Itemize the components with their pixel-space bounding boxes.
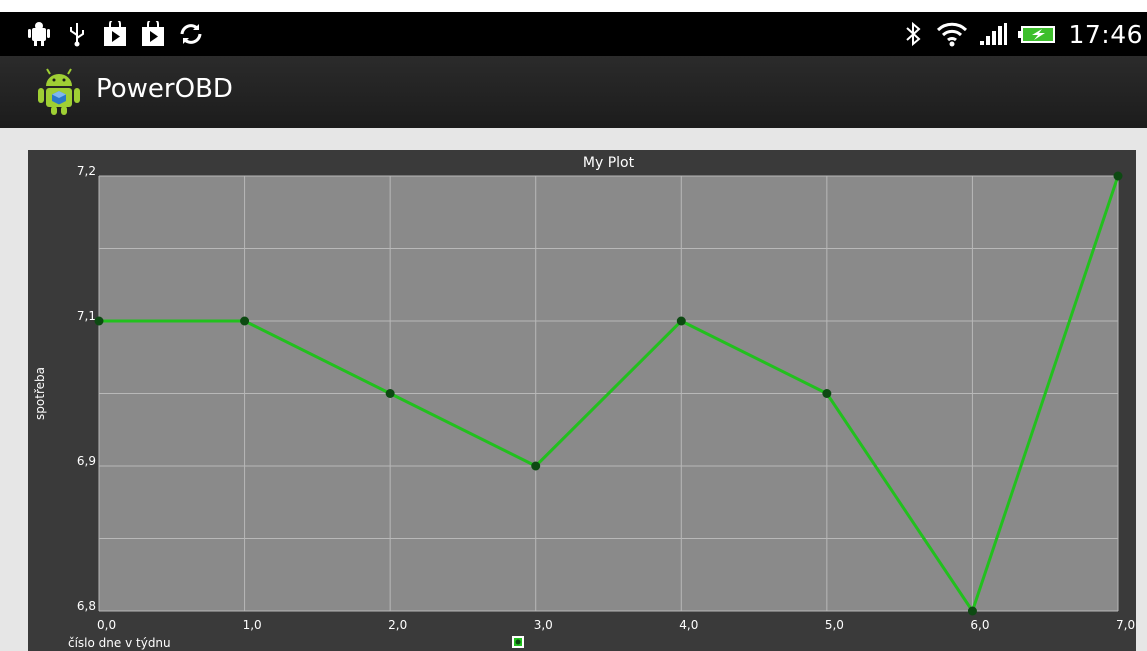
clock: 17:46	[1068, 19, 1143, 49]
data-point	[385, 389, 395, 398]
x-tick-label: 3,0	[534, 618, 553, 632]
legend	[512, 636, 524, 648]
y-tick-label: 7,2	[77, 164, 96, 178]
bluetooth-icon	[900, 21, 926, 47]
android-robot-icon[interactable]	[36, 68, 82, 116]
legend-marker	[515, 639, 521, 645]
data-point	[531, 461, 541, 471]
sync-icon	[178, 21, 204, 47]
signal-icon	[978, 21, 1008, 47]
y-axis-label: spotřeba	[33, 367, 47, 420]
system-icons: 17:46	[900, 12, 1143, 56]
play-store-icon	[102, 21, 128, 47]
series	[94, 171, 1123, 616]
x-tick-label: 1,0	[243, 618, 262, 632]
status-bar: 17:46	[0, 12, 1147, 56]
data-point	[240, 316, 250, 326]
chart-title: My Plot	[583, 155, 635, 171]
line-chart: My Plot spotřeba číslo dne v týdnu 0,0 1,…	[33, 155, 1135, 650]
play-store-icon	[140, 21, 166, 47]
wifi-icon	[936, 21, 968, 47]
series-line	[99, 175, 1120, 613]
data-point	[967, 606, 977, 616]
x-tick-label: 4,0	[679, 618, 698, 632]
x-tick-label: 6,0	[970, 618, 989, 632]
action-bar: PowerOBD	[0, 56, 1147, 128]
app-title: PowerOBD	[96, 74, 233, 104]
x-tick-label: 0,0	[97, 618, 116, 632]
y-tick-label: 7,1	[77, 309, 96, 323]
y-tick-label: 6,9	[77, 454, 96, 468]
data-point	[94, 316, 104, 326]
x-tick-label: 2,0	[388, 618, 407, 632]
data-point	[822, 389, 832, 398]
grid	[98, 175, 1119, 612]
battery-charging-icon	[1018, 21, 1058, 47]
data-point	[676, 316, 686, 326]
android-debug-icon	[26, 21, 52, 47]
x-axis-label: číslo dne v týdnu	[68, 636, 171, 650]
plot-widget[interactable]: My Plot spotřeba číslo dne v týdnu 0,0 1,…	[28, 150, 1136, 651]
notification-icons	[26, 12, 204, 56]
usb-icon	[64, 21, 90, 47]
x-tick-label: 5,0	[825, 618, 844, 632]
data-point	[1113, 171, 1123, 181]
x-tick-label: 7,0	[1116, 618, 1135, 632]
axis-ticks: 0,0 1,0 2,0 3,0 4,0 5,0 6,0 7,0 6,8 6,9 7,1 7,2	[77, 164, 1135, 632]
y-tick-label: 6,8	[77, 599, 96, 613]
